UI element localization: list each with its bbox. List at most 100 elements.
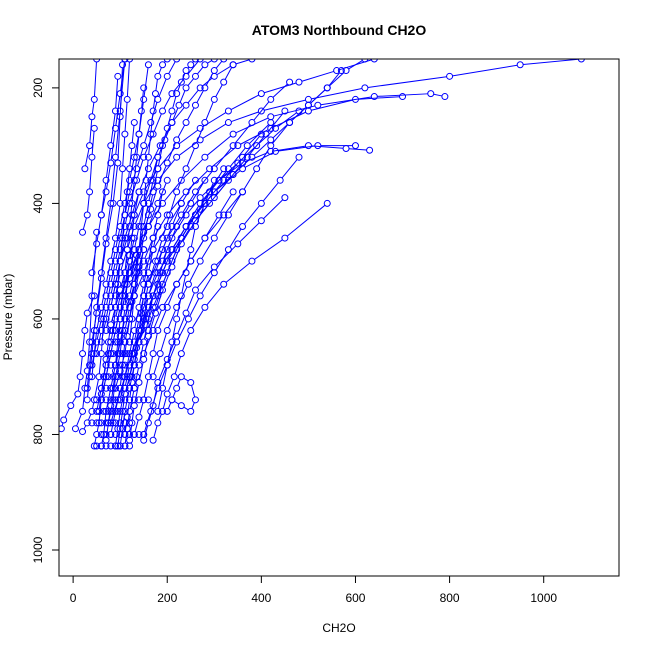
data-point <box>234 159 242 167</box>
data-point <box>102 407 110 415</box>
data-point <box>102 436 110 444</box>
data-point <box>144 153 152 161</box>
data-point <box>88 373 96 381</box>
profile-segment <box>158 413 162 421</box>
profile-segment <box>139 309 148 328</box>
profile-segment <box>124 183 130 201</box>
data-point <box>159 61 167 69</box>
profile-segment <box>154 217 167 236</box>
profile-segment <box>177 321 188 340</box>
data-point <box>187 246 195 254</box>
data-point <box>135 396 143 404</box>
profile-segment <box>141 90 144 109</box>
data-point <box>126 350 134 358</box>
profile-segment <box>151 390 158 409</box>
data-point <box>156 350 164 358</box>
data-point <box>102 234 110 242</box>
data-point <box>182 67 190 75</box>
data-point <box>304 107 312 115</box>
profile-segment <box>115 252 121 270</box>
data-point <box>121 223 129 231</box>
data-point <box>151 90 159 98</box>
data-point <box>229 188 237 196</box>
profile-segment <box>229 147 246 167</box>
data-point <box>159 199 167 207</box>
data-point <box>88 419 96 427</box>
data-point <box>248 257 256 265</box>
data-point <box>187 378 195 386</box>
profile-segment <box>182 182 195 202</box>
data-point <box>253 142 261 150</box>
x-tick-label: 800 <box>440 591 460 605</box>
profile-segment <box>125 258 130 270</box>
data-point <box>123 280 131 288</box>
data-point <box>159 384 167 392</box>
profile-segment <box>143 217 149 236</box>
profile-segment <box>178 129 199 145</box>
data-point <box>97 384 105 392</box>
profile-segment <box>267 112 284 133</box>
profile-segment <box>148 240 154 259</box>
profile-segment <box>124 391 130 409</box>
data-point <box>111 326 119 334</box>
data-point <box>173 59 181 63</box>
profile-segment <box>163 240 172 259</box>
profile-segment <box>110 160 116 201</box>
data-point <box>111 430 119 438</box>
data-point <box>196 136 204 144</box>
data-point <box>159 269 167 277</box>
data-point <box>154 326 162 334</box>
data-point <box>239 223 247 231</box>
data-point <box>159 107 167 115</box>
profile-segment <box>244 205 260 225</box>
profile-segment <box>119 171 123 201</box>
profile-segment <box>101 183 107 213</box>
data-point <box>267 113 275 121</box>
profile-segment <box>117 119 121 161</box>
data-point <box>427 90 435 98</box>
data-point <box>93 407 101 415</box>
data-point <box>130 211 138 219</box>
profile-segment <box>182 333 191 352</box>
profile-segment <box>173 107 185 121</box>
profile-segment <box>106 298 111 317</box>
y-tick-label: 800 <box>31 424 45 444</box>
data-point <box>140 188 148 196</box>
profile-segment <box>452 64 518 77</box>
profile-segment <box>258 129 274 144</box>
profile-segment <box>149 148 160 167</box>
profile-segment <box>158 263 167 282</box>
profile-segment <box>101 437 104 444</box>
data-point <box>121 326 129 334</box>
plot-area <box>59 59 585 450</box>
profile-segment <box>186 292 195 311</box>
profile-segment <box>189 263 200 282</box>
data-point <box>159 234 167 242</box>
profile-segment <box>234 158 251 173</box>
profile-segment <box>122 137 126 166</box>
data-point <box>79 428 87 436</box>
data-point <box>149 292 157 300</box>
data-point <box>119 373 127 381</box>
profile-segment <box>139 321 146 340</box>
data-point <box>133 165 141 173</box>
profile-segment <box>127 171 130 189</box>
data-point <box>95 407 103 415</box>
profile-segment <box>143 264 149 282</box>
point-cluster <box>100 373 141 381</box>
data-point <box>366 146 374 154</box>
data-point <box>149 130 157 138</box>
data-point <box>86 338 94 346</box>
profile-segment <box>112 165 118 201</box>
data-point <box>163 269 171 277</box>
data-point <box>206 188 214 196</box>
profile-segment <box>207 60 212 64</box>
profile-segment <box>182 194 195 213</box>
data-point <box>126 407 134 415</box>
data-point <box>248 153 256 161</box>
data-point <box>210 176 218 184</box>
data-point <box>102 315 110 323</box>
profile-segment <box>139 327 146 340</box>
data-point <box>90 442 98 450</box>
